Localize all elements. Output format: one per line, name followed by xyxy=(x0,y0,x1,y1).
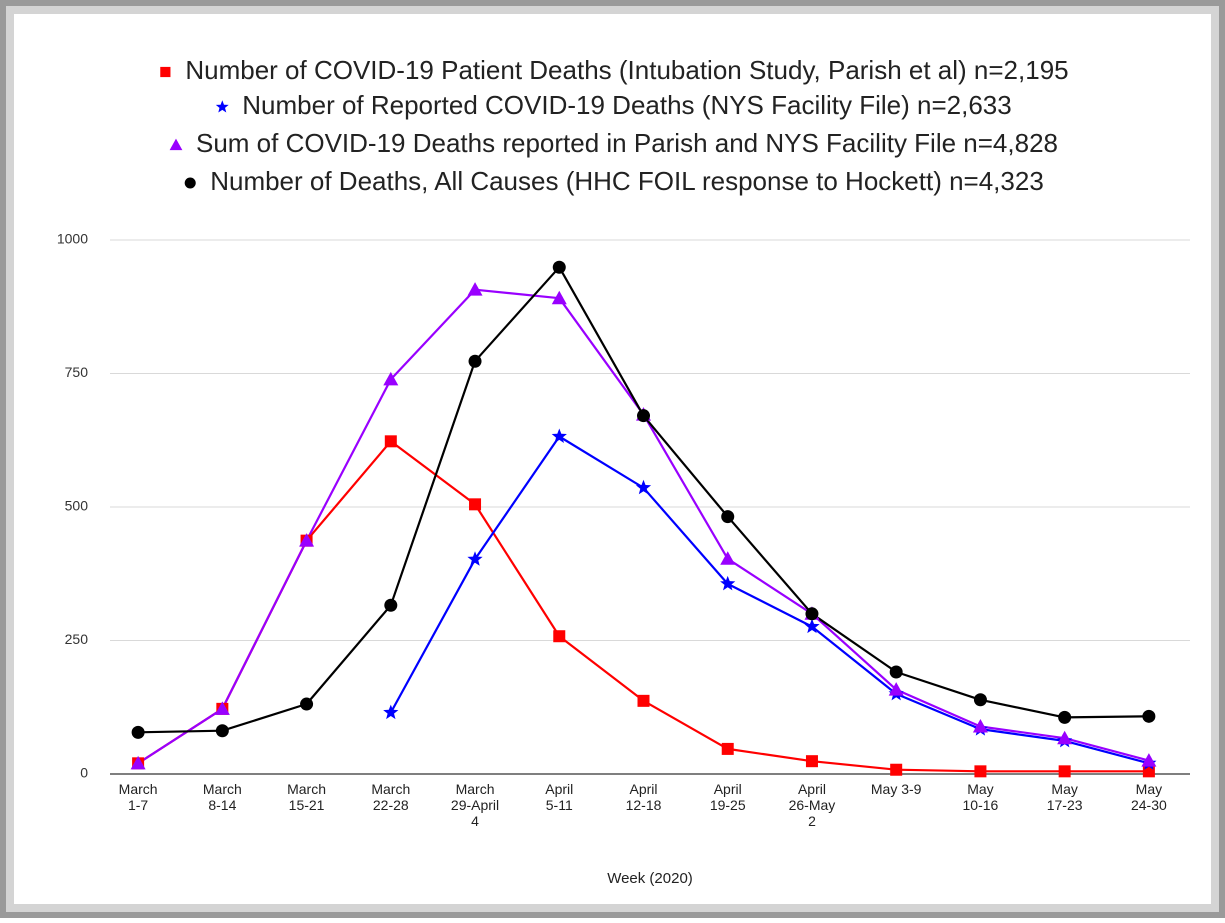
data-point xyxy=(299,533,315,547)
data-point xyxy=(637,409,650,423)
legend-label: Number of Deaths, All Causes (HHC FOIL r… xyxy=(210,166,1044,196)
data-point xyxy=(551,428,567,443)
data-point xyxy=(804,618,820,634)
legend-entry: Number of COVID-19 Patient Deaths (Intub… xyxy=(160,55,1069,85)
legend-marker xyxy=(215,100,229,113)
data-point xyxy=(215,724,229,738)
data-point xyxy=(635,479,652,495)
data-point xyxy=(468,354,482,368)
data-point xyxy=(383,704,399,720)
data-point xyxy=(890,763,903,776)
x-tick-label: May 24-30 xyxy=(1131,781,1167,813)
x-tick-label: May 17-23 xyxy=(1047,781,1083,813)
legend-entry: Sum of COVID-19 Deaths reported in Paris… xyxy=(169,128,1058,158)
data-point xyxy=(467,551,483,566)
legend-label: Sum of COVID-19 Deaths reported in Paris… xyxy=(196,128,1058,158)
data-point xyxy=(889,665,903,679)
legend-marker xyxy=(169,138,183,151)
data-point xyxy=(552,260,566,274)
series-line xyxy=(389,435,1150,765)
y-tick-label: 1000 xyxy=(57,231,88,247)
x-tick-label: March 8-14 xyxy=(203,781,242,813)
data-point xyxy=(721,742,734,755)
legend-marker xyxy=(160,66,171,78)
data-point xyxy=(637,694,650,707)
data-point xyxy=(1058,765,1071,778)
data-point xyxy=(384,598,398,612)
data-point xyxy=(553,630,566,643)
x-tick-label: April 12-18 xyxy=(626,781,662,813)
x-tick-label: April 19-25 xyxy=(710,781,746,813)
data-point xyxy=(888,682,904,696)
x-tick-label: March 1-7 xyxy=(119,781,158,813)
data-point xyxy=(383,371,399,386)
data-point xyxy=(469,498,482,511)
data-point xyxy=(721,510,735,524)
legend-label: Number of COVID-19 Patient Deaths (Intub… xyxy=(185,55,1068,85)
data-point xyxy=(1142,765,1155,778)
y-tick-label: 750 xyxy=(65,364,89,380)
x-tick-label: March 15-21 xyxy=(287,781,326,813)
data-point xyxy=(214,701,230,715)
data-point xyxy=(805,607,819,621)
data-point xyxy=(972,718,988,733)
x-tick-label: May 10-16 xyxy=(963,781,999,813)
data-point xyxy=(720,551,736,565)
data-point xyxy=(1142,709,1156,723)
x-tick-label: May 3-9 xyxy=(871,781,922,797)
y-tick-label: 250 xyxy=(65,631,89,647)
legend-marker xyxy=(184,177,196,189)
data-point xyxy=(131,725,145,739)
data-point xyxy=(467,282,483,296)
data-point xyxy=(973,693,987,707)
data-point xyxy=(300,697,314,711)
data-point xyxy=(974,765,987,778)
y-tick-label: 0 xyxy=(80,765,88,781)
legend-entry: Number of Deaths, All Causes (HHC FOIL r… xyxy=(184,166,1044,196)
legend-label: Number of Reported COVID-19 Deaths (NYS … xyxy=(242,90,1011,120)
y-tick-label: 500 xyxy=(65,498,89,514)
data-point xyxy=(384,435,397,448)
data-point xyxy=(1141,753,1157,767)
data-point xyxy=(720,575,736,591)
x-tick-label: March 22-28 xyxy=(371,781,410,813)
data-point xyxy=(1057,730,1073,745)
x-tick-label: April 26-May 2 xyxy=(789,781,836,829)
background xyxy=(14,14,1211,904)
data-point xyxy=(1058,710,1072,724)
x-tick-label: April 5-11 xyxy=(545,781,573,813)
data-point xyxy=(805,755,818,768)
legend-entry: Number of Reported COVID-19 Deaths (NYS … xyxy=(215,90,1012,120)
x-tick-label: March 29-April 4 xyxy=(451,781,499,829)
data-point xyxy=(130,755,146,770)
x-axis-title: Week (2020) xyxy=(607,870,693,887)
data-point xyxy=(551,290,567,305)
